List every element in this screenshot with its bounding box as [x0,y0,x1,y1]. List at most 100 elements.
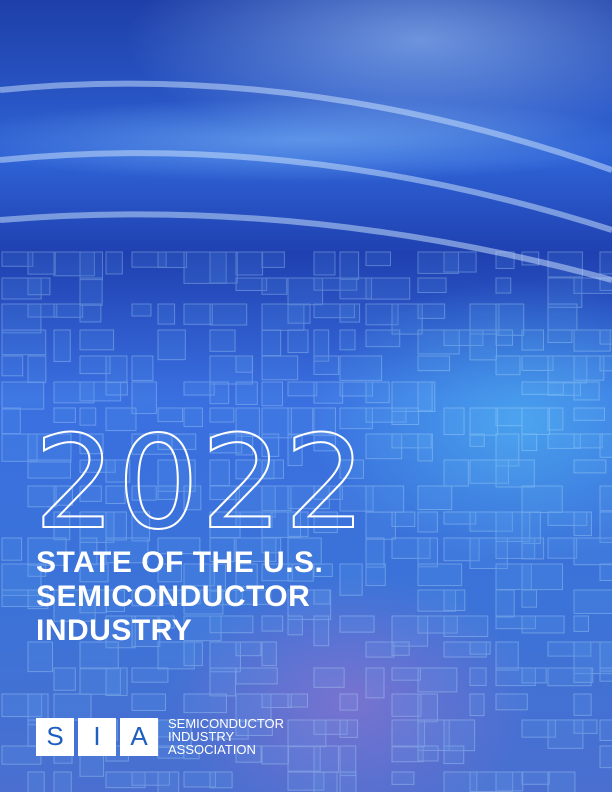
chip-cell [443,615,489,638]
chip-cell [469,771,514,792]
chip-cell [547,771,576,792]
chip-cell [339,407,373,430]
chip-cell [131,433,173,455]
chip-cell [469,329,498,361]
chip-cell [261,693,292,709]
chip-cell [79,485,102,502]
chip-cell [521,537,545,560]
chip-cell [469,537,508,569]
chip-cell [287,563,314,582]
chip-cell [287,719,327,748]
chip-cell [547,381,581,396]
chip-cell [235,667,278,685]
chip-cell [261,563,293,582]
chip-cell [1,589,43,607]
chip-cell [573,433,603,449]
chip-cell [53,329,71,362]
chip-cell [573,693,592,716]
chip-cell [209,251,238,284]
chip-cell [131,381,157,415]
chip-cell [521,511,541,544]
chip-cell [105,511,127,541]
chip-cell [599,667,612,682]
chip-cell [365,407,407,423]
logo-letter: S [36,717,74,756]
title-line: SEMICONDUCTOR [36,580,311,613]
chip-cell [339,277,373,300]
chip-cell [521,433,538,452]
chip-cell [235,355,254,373]
org-line: ASSOCIATION [168,742,256,757]
chip-cell [573,641,612,675]
sia-logo: S I A SEMICONDUCTOR INDUSTRY ASSOCIATION [36,717,284,756]
chip-cell [365,537,385,568]
chip-cell [79,667,121,695]
chip-cell [27,771,45,792]
chip-cell [157,563,183,583]
chip-cell [157,303,176,325]
chip-cell [183,771,216,788]
chip-cell [209,355,253,385]
chip-cell [79,355,111,375]
chip-cell [443,641,487,658]
chip-cell [27,459,71,479]
chip-cell [599,511,612,543]
chip-cell [313,355,340,375]
chip-cell [261,329,282,357]
chip-cell [313,771,338,792]
chip-cell [339,381,374,397]
chip-cell [573,329,611,352]
chip-cell [287,485,330,510]
chip-cell [365,641,395,658]
chip-cell [495,693,528,711]
chip-cell [209,459,230,486]
chip-cell [521,667,547,684]
chip-cell [79,459,116,473]
chip-cell [339,251,360,280]
chip-cell [365,303,399,326]
chip-cell [209,771,233,789]
chip-cell [391,303,423,335]
chip-cell [261,511,301,538]
chip-cell [261,459,284,479]
chip-cell [417,745,439,762]
chip-cell [53,251,95,277]
chip-cell [339,329,356,351]
chip-cell [131,251,167,268]
chip-cell [443,745,465,765]
chip-cell [183,251,227,284]
chip-cell [157,433,197,450]
chip-cell [573,355,605,381]
chip-cell [1,329,47,356]
chip-cell [391,693,422,717]
chip-cell [131,511,151,542]
chip-cell [105,537,149,564]
chip-cell [521,719,556,738]
chip-cell [183,589,224,615]
chip-cell [235,641,262,657]
chip-cell [105,355,128,384]
chip-cell [183,693,227,714]
chip-cell [27,355,47,384]
chip-cell [53,485,73,506]
chip-cell [573,667,594,683]
chip-cell [417,329,460,355]
chip-cell [209,719,249,740]
chip-cell [547,303,578,331]
chip-cell [183,745,200,760]
chip-cell [313,615,330,647]
chip-cell [79,511,115,543]
chip-cell [287,589,332,621]
chip-cell [53,589,96,622]
chip-cell [417,485,453,511]
chip-cell [157,641,195,670]
chip-cell [391,433,432,449]
chip-cell [573,381,600,401]
chip-cell [287,277,324,306]
chip-cell [313,277,358,291]
chip-cell [53,693,92,721]
chip-cell [131,355,154,382]
chip-cell [313,667,345,688]
chip-cell [261,277,288,295]
